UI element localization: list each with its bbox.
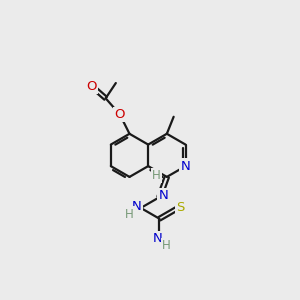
Text: O: O: [115, 108, 125, 121]
Text: S: S: [176, 201, 184, 214]
Text: O: O: [87, 80, 97, 93]
Text: N: N: [132, 200, 142, 213]
Text: N: N: [181, 160, 190, 172]
Text: N: N: [158, 189, 168, 202]
Text: H: H: [162, 239, 171, 252]
Text: N: N: [152, 232, 162, 245]
Text: H: H: [152, 169, 161, 182]
Text: H: H: [125, 208, 134, 220]
